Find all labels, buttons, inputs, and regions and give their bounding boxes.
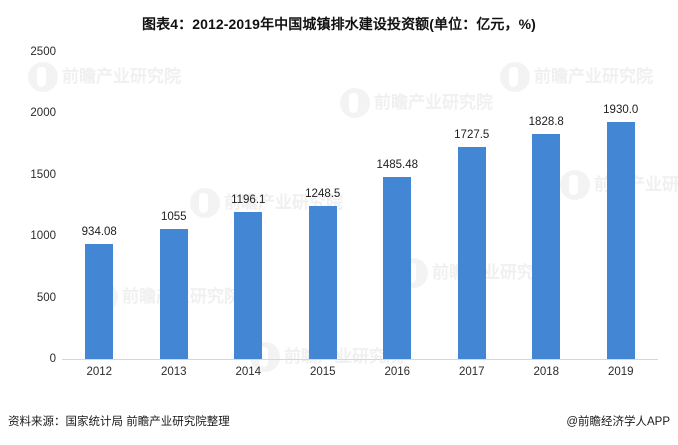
y-axis-tick-label: 1500: [30, 168, 56, 181]
y-axis-tick-label: 2500: [30, 46, 56, 58]
chart-footer: 资料来源：国家统计局 前瞻产业研究院整理 @前瞻经济学人APP: [0, 399, 678, 445]
bar[interactable]: [234, 212, 263, 359]
bar-value-label: 934.08: [81, 226, 117, 239]
bar[interactable]: [532, 134, 561, 359]
x-axis-tick-label: 2012: [86, 366, 113, 378]
y-axis-tick-label: 1000: [30, 230, 56, 243]
x-axis: 2012 2013 2014 2015 2016 2017 2018 2019: [62, 366, 658, 386]
x-axis-tick-label: 2014: [235, 366, 262, 378]
bar-group: 1248.5: [286, 52, 361, 359]
source-note: 资料来源：国家统计局 前瞻产业研究院整理: [8, 416, 230, 428]
chart-title: 图表4：2012-2019年中国城镇排水建设投资额(单位：亿元，%): [142, 16, 536, 32]
bar-value-label: 1248.5: [305, 187, 341, 200]
bar-group: 1055: [137, 52, 212, 359]
bar-group: 1828.8: [509, 52, 584, 359]
bar-value-label: 1485.48: [376, 158, 419, 171]
x-axis-tick-label: 2018: [533, 366, 560, 378]
y-axis: 0 500 1000 1500 2000 2500: [0, 0, 56, 400]
bar-value-label: 1727.5: [454, 128, 490, 141]
bar[interactable]: [85, 244, 114, 359]
x-axis-tick-label: 2016: [384, 366, 411, 378]
bar-series: 934.08 1055 1196.1 1248.5 1485.48 1727.5 1828.…: [62, 52, 658, 359]
bar[interactable]: [457, 146, 486, 359]
bar-group: 1930.0: [584, 52, 659, 359]
x-axis-tick-label: 2015: [309, 366, 336, 378]
brand-note: @前瞻经济学人APP: [566, 416, 670, 428]
x-axis-tick-label: 2019: [607, 366, 634, 378]
bar[interactable]: [308, 205, 337, 359]
x-axis-tick-label: 2017: [458, 366, 485, 378]
y-axis-tick-label: 2000: [30, 107, 56, 120]
bar[interactable]: [159, 229, 188, 359]
plot-wrapper: 0 500 1000 1500 2000 2500 934.08 1055 1196.1 124…: [0, 0, 658, 400]
bar-value-label: 1930.0: [603, 104, 639, 116]
bar-value-label: 1055: [160, 211, 187, 224]
bar[interactable]: [383, 176, 412, 359]
y-axis-tick-label: 500: [36, 291, 56, 304]
y-axis-tick-label: 0: [49, 353, 56, 365]
bar-value-label: 1828.8: [528, 116, 564, 129]
bar-value-label: 1196.1: [231, 194, 266, 207]
bar-group: 1485.48: [360, 52, 435, 359]
bar[interactable]: [606, 122, 635, 359]
x-axis-line: [62, 359, 658, 360]
bar-group: 1727.5: [435, 52, 510, 359]
bar-group: 1196.1: [211, 52, 286, 359]
bar-group: 934.08: [62, 52, 137, 359]
x-axis-tick-label: 2013: [160, 366, 187, 378]
